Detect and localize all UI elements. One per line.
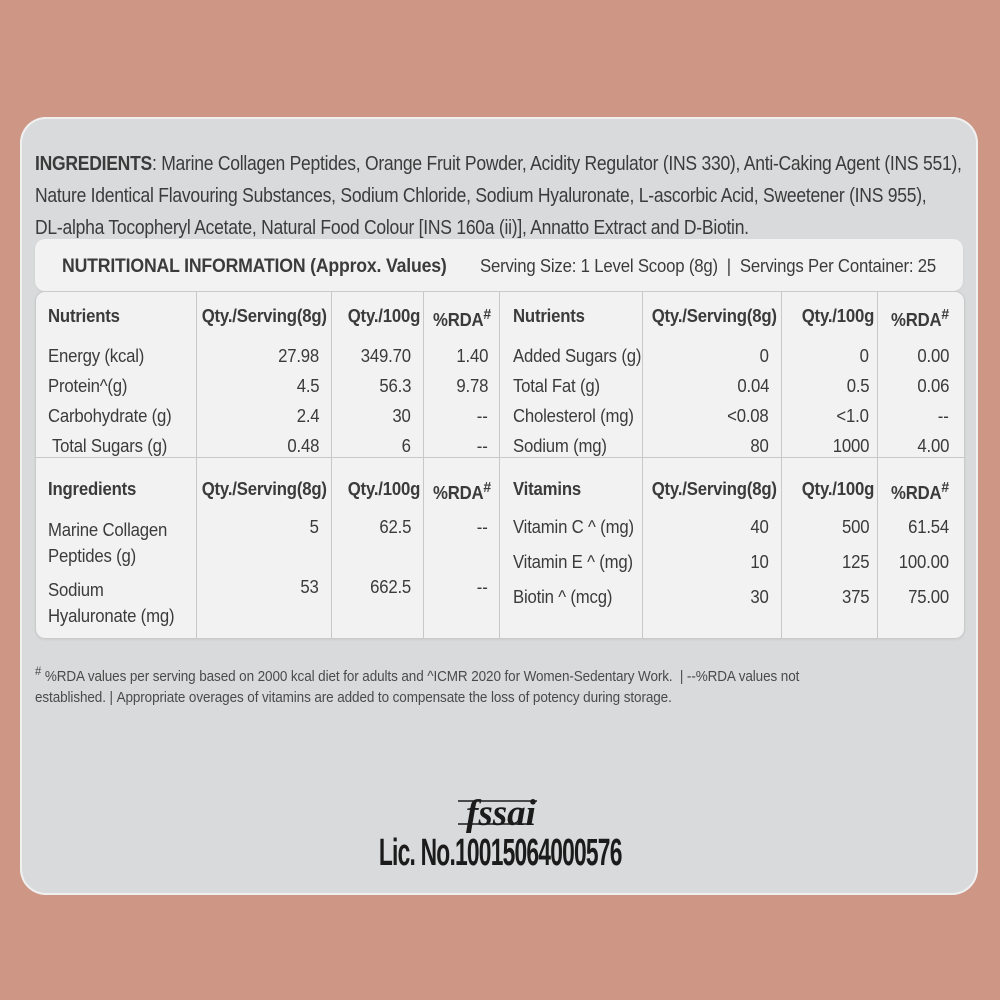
svg-text:fssai: fssai (466, 793, 537, 834)
